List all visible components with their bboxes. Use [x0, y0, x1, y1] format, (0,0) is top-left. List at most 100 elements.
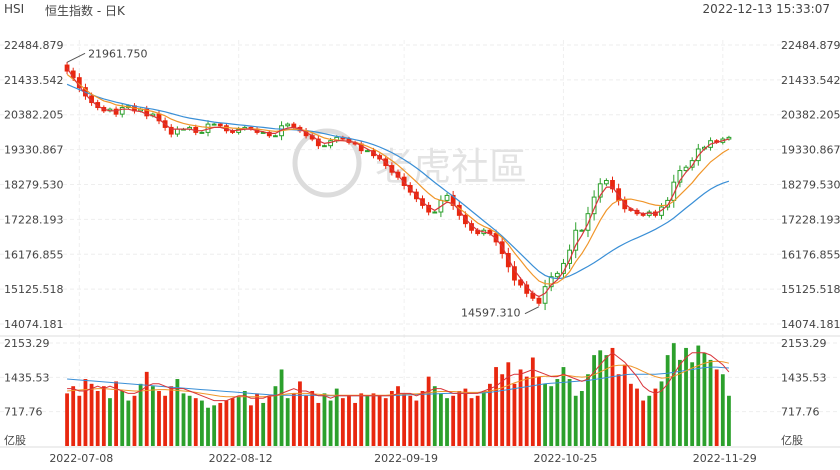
- price-axis-left: 22484.879 21433.542 20382.205 19330.867 1827…: [4, 39, 64, 331]
- candle-body: [401, 176, 407, 186]
- candle-body: [536, 297, 542, 304]
- volume-bar: [396, 386, 400, 446]
- volume-bar: [475, 395, 480, 446]
- volume-bar: [530, 357, 535, 446]
- candle-body: [217, 123, 223, 127]
- volume-bar: [543, 383, 547, 446]
- volume-average-lines: [67, 352, 730, 402]
- volume-bar: [71, 386, 76, 446]
- volume-bar: [671, 343, 676, 446]
- candle-body: [450, 194, 456, 206]
- price-tick-label: 16176.855: [781, 248, 840, 261]
- date-axis: 2022-07-08 2022-08-12 2022-09-19 2022-10-25…: [49, 452, 756, 465]
- volume-bar: [481, 390, 486, 446]
- volume-bar: [500, 374, 505, 446]
- volume-bar: [255, 393, 259, 446]
- candlesticks: [64, 61, 732, 311]
- volume-bar: [684, 347, 688, 446]
- candle-body: [199, 131, 205, 134]
- volume-bar: [720, 374, 725, 446]
- volume-bar: [347, 395, 351, 446]
- volume-bar: [567, 379, 572, 446]
- volume-bar: [647, 395, 652, 446]
- volume-bar: [328, 400, 333, 446]
- price-tick-label: 19330.867: [781, 144, 840, 157]
- header-bar: HSI 恒生指数 - 日K 2022-12-13 15:33:07: [0, 0, 840, 20]
- price-tick-label: 17228.193: [4, 213, 64, 226]
- volume-bar: [377, 395, 382, 446]
- volume-bar: [95, 390, 100, 446]
- volume-bar: [120, 390, 125, 446]
- date-tick-label: 2022-11-29: [693, 452, 757, 465]
- volume-bar: [126, 400, 131, 446]
- volume-bar: [77, 395, 82, 446]
- volume-bar: [249, 405, 253, 446]
- candle-body: [554, 272, 560, 278]
- volume-unit-label: 亿股: [4, 434, 26, 447]
- candle-body: [579, 229, 585, 232]
- volume-bar: [304, 395, 308, 446]
- volume-bar: [389, 390, 394, 446]
- candle-body: [168, 126, 174, 135]
- ma2-line: [66, 73, 730, 285]
- low-annotation: 14597.310: [461, 307, 520, 320]
- volume-bar: [83, 379, 88, 446]
- volume-bar: [144, 371, 149, 446]
- candle-body: [174, 128, 180, 135]
- price-tick-label: 21433.542: [4, 74, 64, 87]
- volume-bar: [175, 379, 180, 446]
- volume-bar: [114, 381, 118, 446]
- volume-bar: [187, 395, 192, 446]
- volume-bar: [206, 407, 210, 446]
- volume-bar: [157, 390, 161, 446]
- volume-bar: [230, 398, 235, 446]
- low-pointer: [524, 306, 540, 315]
- candle-body: [211, 123, 217, 126]
- volume-bar: [236, 395, 241, 446]
- volume-bar: [451, 395, 456, 446]
- volume-bar: [310, 390, 315, 446]
- volume-bar: [506, 362, 511, 446]
- vol_ma3-line: [67, 366, 729, 397]
- candle-body: [505, 252, 511, 268]
- volume-bar: [383, 398, 388, 446]
- volume-tick-label: 1435.53: [4, 371, 50, 384]
- volume-bar: [334, 388, 339, 446]
- volume-bar: [702, 352, 707, 446]
- volume-bar: [641, 400, 646, 446]
- ma3-line: [66, 83, 730, 280]
- candle-body: [444, 194, 450, 201]
- volume-bar: [242, 390, 247, 446]
- volume-bar: [659, 381, 664, 446]
- volume-bar: [273, 386, 278, 446]
- volume-bar: [212, 405, 217, 446]
- volume-bar: [181, 393, 186, 446]
- grid-lines: [0, 40, 840, 448]
- price-tick-label: 21433.542: [781, 74, 840, 87]
- moving-average-lines: [66, 67, 730, 298]
- candle-body: [597, 183, 603, 198]
- volume-bar: [199, 400, 204, 446]
- high-annotation: 21961.750: [88, 47, 147, 60]
- volume-bar: [555, 379, 560, 446]
- volume-bar: [696, 345, 701, 446]
- volume-bar: [291, 393, 296, 446]
- candle-body: [726, 136, 732, 140]
- volume-bar: [193, 398, 198, 446]
- candle-body: [603, 180, 609, 185]
- volume-bar: [524, 376, 529, 446]
- volume-bar: [365, 395, 370, 446]
- volume-bars: [65, 343, 731, 446]
- watermark-logo-icon: [292, 128, 362, 198]
- price-tick-label: 18279.530: [781, 179, 840, 192]
- volume-tick-label: 717.76: [781, 406, 820, 419]
- vol_ma1-line: [67, 352, 730, 402]
- candle-body: [542, 286, 548, 304]
- candle-body: [315, 138, 321, 147]
- volume-bar: [708, 359, 713, 446]
- volume-bar: [267, 395, 272, 446]
- volume-bar: [218, 402, 223, 446]
- volume-bar: [573, 395, 578, 446]
- date-tick-label: 2022-09-19: [374, 452, 438, 465]
